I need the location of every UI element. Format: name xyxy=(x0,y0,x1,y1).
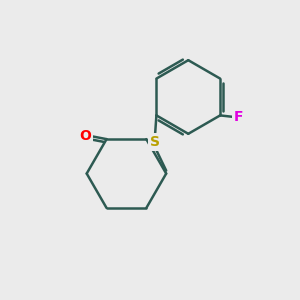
Text: F: F xyxy=(234,110,243,124)
Text: O: O xyxy=(80,129,91,143)
Text: S: S xyxy=(150,135,160,149)
